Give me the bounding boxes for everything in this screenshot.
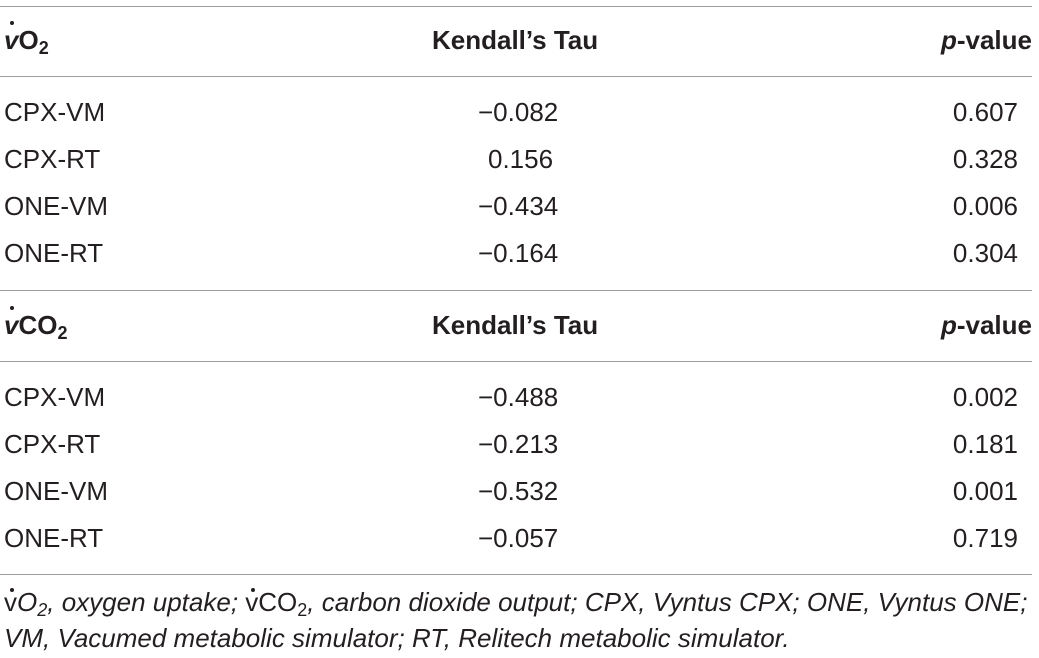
p-value: 0.006: [952, 191, 1018, 221]
table-row: CPX-VM −0.082 0.607: [0, 89, 1039, 135]
tau-value: −0.532: [478, 476, 559, 506]
section-header-rule: [0, 76, 1032, 77]
tau-column-header: Kendall’s Tau: [432, 310, 599, 340]
comparison-label: CPX-VM: [4, 97, 106, 127]
p-value: 0.001: [952, 476, 1018, 506]
table-row: ONE-VM −0.434 0.006: [0, 183, 1039, 229]
table-row: CPX-VM −0.488 0.002: [0, 374, 1039, 420]
section-header-vco2: vCO2 Kendall’s Tau p-value: [0, 302, 1039, 348]
table-row: ONE-RT −0.057 0.719: [0, 515, 1039, 561]
p-value-column-header: p-value: [940, 25, 1032, 55]
table-row: ONE-RT −0.164 0.304: [0, 230, 1039, 276]
tau-value: −0.213: [478, 429, 559, 459]
table-footnote: vO2, oxygen uptake; vCO2, carbon dioxide…: [4, 584, 1034, 656]
tau-value: −0.164: [478, 238, 559, 268]
tau-value: −0.488: [478, 382, 559, 412]
comparison-label: ONE-VM: [4, 476, 108, 506]
p-value: 0.304: [952, 238, 1018, 268]
table-row: ONE-VM −0.532 0.001: [0, 468, 1039, 514]
tau-value: −0.434: [478, 191, 559, 221]
table-row: CPX-RT −0.213 0.181: [0, 421, 1039, 467]
table-row: CPX-RT 0.156 0.328: [0, 136, 1039, 182]
p-value: 0.719: [952, 523, 1018, 553]
p-value: 0.181: [952, 429, 1018, 459]
tau-value: −0.057: [478, 523, 559, 553]
comparison-label: ONE-VM: [4, 191, 108, 221]
p-value-column-header: p-value: [940, 310, 1032, 340]
p-value: 0.607: [952, 97, 1018, 127]
table-bottom-rule: [0, 574, 1032, 575]
p-value: 0.328: [952, 144, 1018, 174]
comparison-label: ONE-RT: [4, 523, 104, 553]
comparison-label: CPX-VM: [4, 382, 106, 412]
tau-column-header: Kendall’s Tau: [432, 25, 599, 55]
comparison-label: CPX-RT: [4, 429, 101, 459]
section-header-rule: [0, 361, 1032, 362]
variable-header-vo2: vO2: [4, 17, 49, 63]
variable-header-vco2: vCO2: [4, 302, 67, 348]
p-value: 0.002: [952, 382, 1018, 412]
section-header-vo2: vO2 Kendall’s Tau p-value: [0, 17, 1039, 63]
table-top-rule: [0, 6, 1032, 7]
comparison-label: CPX-RT: [4, 144, 101, 174]
tau-value: −0.082: [478, 97, 559, 127]
section-divider-rule: [0, 290, 1032, 291]
tau-value: 0.156: [488, 144, 554, 174]
comparison-label: ONE-RT: [4, 238, 104, 268]
